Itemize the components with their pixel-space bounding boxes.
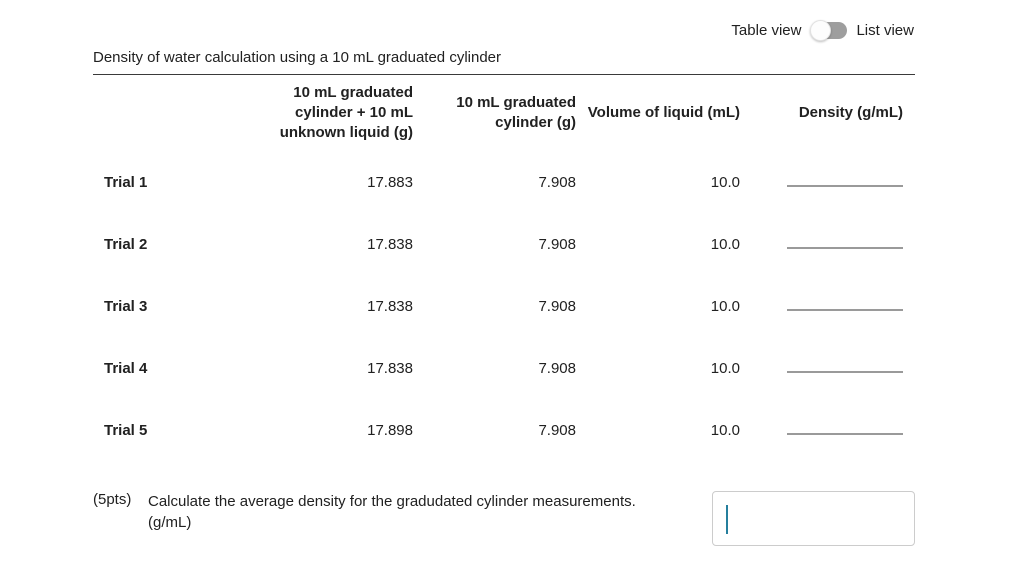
question-points: (5pts)	[93, 491, 132, 508]
toggle-knob-icon	[810, 20, 832, 41]
density-table: 10 mL graduated cylinder + 10 mL unknown…	[93, 75, 915, 461]
trial-label: Trial 3	[104, 297, 148, 315]
table-view-label[interactable]: Table view	[731, 22, 802, 39]
density-blank-line	[787, 235, 903, 249]
header-row: 10 mL graduated cylinder + 10 mL unknown…	[93, 75, 915, 151]
mass-total-value: 17.838	[367, 235, 413, 253]
text-cursor-icon	[726, 505, 728, 534]
mass-total-value: 17.838	[367, 297, 413, 315]
average-density-question: (5pts) Calculate the average density for…	[93, 491, 915, 546]
density-blank-line	[787, 359, 903, 373]
mass-cylinder-value: 7.908	[538, 359, 576, 377]
answer-input[interactable]	[712, 491, 915, 546]
volume-value: 10.0	[710, 297, 740, 315]
mass-cylinder-value: 7.908	[538, 235, 576, 253]
table-row: Trial 4 17.838 7.908 10.0	[93, 337, 915, 399]
trial-label: Trial 4	[104, 359, 148, 377]
view-toggle: Table view List view	[731, 20, 914, 41]
header-mass-cylinder: 10 mL graduated cylinder (g)	[456, 94, 576, 131]
header-empty	[93, 75, 253, 151]
header-density: Density (g/mL)	[798, 104, 903, 121]
volume-value: 10.0	[710, 235, 740, 253]
table-row: Trial 3 17.838 7.908 10.0	[93, 275, 915, 337]
trial-label: Trial 5	[104, 421, 148, 439]
volume-value: 10.0	[710, 421, 740, 439]
table-title: Density of water calculation using a 10 …	[93, 49, 915, 75]
trial-label: Trial 2	[104, 235, 148, 253]
density-blank-line	[787, 297, 903, 311]
question-unit: (g/mL)	[148, 514, 192, 531]
view-toggle-switch[interactable]	[810, 20, 848, 41]
question-text-block: Calculate the average density for the gr…	[148, 491, 636, 533]
table-row: Trial 1 17.883 7.908 10.0	[93, 151, 915, 213]
mass-total-value: 17.838	[367, 359, 413, 377]
table-row: Trial 2 17.838 7.908 10.0	[93, 213, 915, 275]
density-blank-line	[787, 421, 903, 435]
mass-total-value: 17.883	[367, 173, 413, 191]
mass-cylinder-value: 7.908	[538, 173, 576, 191]
volume-value: 10.0	[710, 173, 740, 191]
table-row: Trial 5 17.898 7.908 10.0	[93, 399, 915, 461]
volume-value: 10.0	[710, 359, 740, 377]
header-volume: Volume of liquid (mL)	[587, 104, 740, 121]
mass-total-value: 17.898	[367, 421, 413, 439]
list-view-label[interactable]: List view	[856, 22, 914, 39]
density-blank-line	[787, 173, 903, 187]
density-table-section: Density of water calculation using a 10 …	[93, 49, 915, 546]
mass-cylinder-value: 7.908	[538, 297, 576, 315]
header-mass-total: 10 mL graduated cylinder + 10 mL unknown…	[279, 84, 413, 141]
mass-cylinder-value: 7.908	[538, 421, 576, 439]
question-text: Calculate the average density for the gr…	[148, 493, 636, 510]
trial-label: Trial 1	[104, 173, 148, 191]
